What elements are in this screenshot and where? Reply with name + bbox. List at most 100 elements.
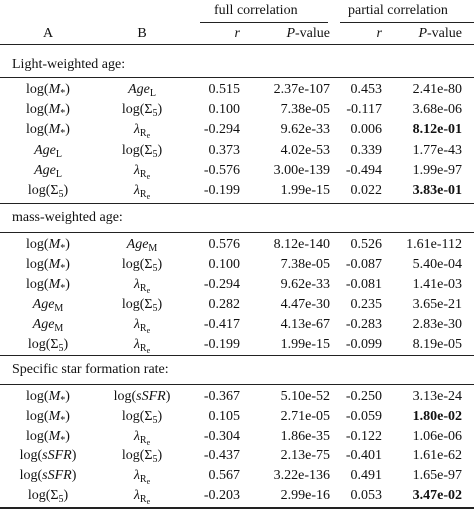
table-row: log(M*) log(Σ5) 0.100 7.38e-05 -0.117 3.68e-0… <box>0 100 474 119</box>
table-row: log(M*) λRe -0.294 9.62e-33 -0.081 1.41e-03 <box>0 275 474 295</box>
section-title-mass-weighted-age: mass-weighted age: <box>12 210 123 225</box>
variable-b: log(Σ5) <box>121 142 163 160</box>
r-full-value: -0.294 <box>203 277 240 292</box>
variable-b: λRe <box>133 488 151 506</box>
table-row: log(M*) log(Σ5) 0.105 2.71e-05 -0.059 1.80e-0… <box>0 407 474 426</box>
table-row: AgeM log(Σ5) 0.282 4.47e-30 0.235 3.65e-21 <box>0 295 474 314</box>
variable-a: AgeM <box>32 297 64 314</box>
p-full-value: 1.99e-15 <box>280 337 330 352</box>
variable-b: λRe <box>133 317 151 335</box>
table-row: log(M*) AgeL 0.515 2.37e-107 0.453 2.41e-80 <box>0 80 474 99</box>
section-rule <box>0 77 474 78</box>
r-partial-value: 0.022 <box>350 183 383 198</box>
p-full-value: 4.13e-67 <box>280 317 330 332</box>
variable-b: log(Σ5) <box>121 408 163 426</box>
header-partial-correlation: partial correlation <box>348 3 448 18</box>
p-full-value: 5.10e-52 <box>280 389 330 404</box>
variable-a: log(sSFR) <box>19 468 77 484</box>
variable-a: AgeM <box>32 317 64 334</box>
variable-b: λRe <box>133 183 151 201</box>
p-partial-value: 1.99e-97 <box>412 162 462 178</box>
r-full-value: -0.576 <box>203 162 240 178</box>
variable-b: log(Σ5) <box>121 448 163 466</box>
p-full-value: 8.12e-140 <box>273 237 330 252</box>
variable-a: log(M*) <box>26 428 70 446</box>
p-partial-value: 8.12e-01 <box>412 122 462 138</box>
p-full-value: 3.22e-136 <box>273 468 330 484</box>
p-full-value: 2.71e-05 <box>280 408 330 424</box>
section-rule <box>0 384 474 385</box>
variable-b: λRe <box>133 337 151 355</box>
r-full-value: -0.203 <box>203 488 240 503</box>
variable-b: λRe <box>133 277 151 295</box>
p-partial-value: 1.06e-06 <box>412 428 462 444</box>
r-partial-value: -0.117 <box>346 102 382 118</box>
r-partial-value: -0.081 <box>345 277 382 292</box>
variable-a: log(sSFR) <box>19 448 77 464</box>
section-rule <box>0 203 474 204</box>
variable-a: log(M*) <box>26 237 70 254</box>
column-header-b: B <box>137 26 147 41</box>
variable-a: log(M*) <box>26 102 70 120</box>
variable-a: log(M*) <box>26 82 70 99</box>
r-partial-value: -0.494 <box>345 162 382 178</box>
variable-b: AgeL <box>128 82 156 99</box>
r-partial-value: -0.283 <box>345 317 382 332</box>
column-header-r-full: r <box>234 26 240 41</box>
p-full-value: 2.99e-16 <box>280 488 330 503</box>
section-rule <box>0 232 474 233</box>
r-partial-value: -0.250 <box>345 389 382 404</box>
column-header-a: A <box>42 26 54 41</box>
column-header-r-partial: r <box>376 26 382 41</box>
table-row: AgeL log(Σ5) 0.373 4.02e-53 0.339 1.77e-43 <box>0 141 474 160</box>
r-partial-value: -0.401 <box>345 448 382 464</box>
p-partial-value: 2.83e-30 <box>412 317 462 332</box>
variable-b: λRe <box>133 428 151 447</box>
p-full-value: 1.99e-15 <box>280 183 330 198</box>
r-full-value: 0.567 <box>208 468 241 484</box>
bottom-rule <box>0 507 474 509</box>
section-title-light-weighted-age: Light-weighted age: <box>12 57 126 72</box>
header-full-correlation: full correlation <box>214 3 298 18</box>
r-full-value: 0.105 <box>208 408 241 424</box>
variable-b: log(Σ5) <box>121 257 163 274</box>
r-full-value: -0.417 <box>203 317 240 332</box>
table-row: AgeL λRe -0.576 3.00e-139 -0.494 1.99e-97 <box>0 161 474 181</box>
variable-a: AgeL <box>34 142 62 160</box>
column-header-p-full: P-value <box>286 26 330 41</box>
p-full-value: 4.02e-53 <box>280 142 330 158</box>
r-full-value: 0.373 <box>208 142 241 158</box>
column-header-row: A B r P-value r P-value <box>0 24 474 43</box>
variable-b: λRe <box>133 468 151 487</box>
p-partial-value: 1.41e-03 <box>412 277 462 292</box>
r-full-value: -0.199 <box>203 183 240 198</box>
table-row: log(M*) log(Σ5) 0.100 7.38e-05 -0.087 5.40e-0… <box>0 255 474 274</box>
p-full-value: 9.62e-33 <box>280 122 330 138</box>
p-full-value: 2.13e-75 <box>280 448 330 464</box>
p-partial-value: 2.41e-80 <box>412 82 462 97</box>
r-full-value: 0.576 <box>208 237 241 252</box>
p-full-value: 9.62e-33 <box>280 277 330 292</box>
p-full-value: 7.38e-05 <box>280 257 330 272</box>
variable-a: log(M*) <box>26 257 70 274</box>
column-header-p-partial: P-value <box>418 26 462 41</box>
r-full-value: -0.304 <box>203 428 240 444</box>
r-partial-value: 0.453 <box>350 82 383 97</box>
table-row: log(M*) log(sSFR) -0.367 5.10e-52 -0.250 3.13… <box>0 387 474 406</box>
p-partial-value: 1.80e-02 <box>412 408 462 424</box>
r-partial-value: 0.491 <box>350 468 383 484</box>
section-title-specific-star-formation-rate: Specific star formation rate: <box>12 362 169 377</box>
r-partial-value: 0.235 <box>350 297 383 312</box>
p-partial-value: 3.65e-21 <box>412 297 462 312</box>
p-partial-value: 1.65e-97 <box>412 468 462 484</box>
table-row: log(M*) λRe -0.304 1.86e-35 -0.122 1.06e-06 <box>0 427 474 447</box>
r-full-value: 0.282 <box>208 297 241 312</box>
table-row: log(M*) λRe -0.294 9.62e-33 0.006 8.12e-01 <box>0 120 474 140</box>
r-partial-value: 0.526 <box>350 237 383 252</box>
p-partial-value: 3.68e-06 <box>412 102 462 118</box>
full-correlation-rule <box>200 22 328 23</box>
p-full-value: 3.00e-139 <box>273 162 330 178</box>
p-full-value: 4.47e-30 <box>280 297 330 312</box>
r-partial-value: -0.099 <box>345 337 382 352</box>
r-full-value: -0.294 <box>203 122 240 138</box>
